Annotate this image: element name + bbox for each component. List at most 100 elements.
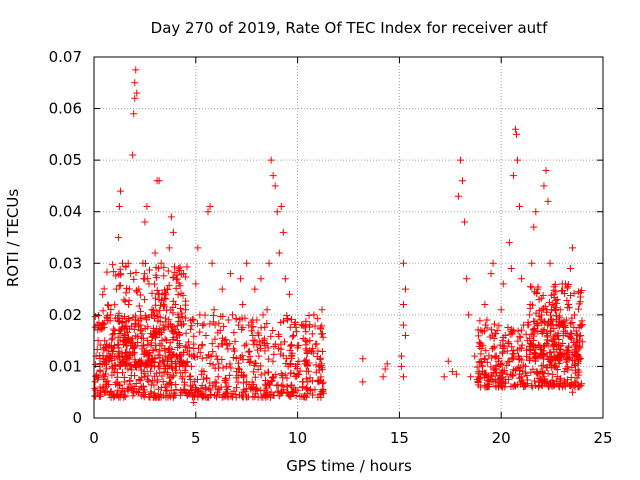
data-point [306,337,314,345]
data-point [112,285,120,293]
data-point [137,366,145,374]
data-point [562,316,570,324]
data-point [246,353,254,361]
data-point [507,264,515,272]
data-point [224,345,232,353]
data-point [538,368,546,376]
y-tick-label: 0 [72,409,82,427]
data-point [146,266,154,274]
data-point [226,340,234,348]
data-point [241,342,249,350]
data-point [130,389,138,397]
data-point [161,335,169,343]
data-point [554,342,562,350]
data-point [461,218,469,226]
data-point [148,306,156,314]
data-point [304,378,312,386]
data-point [311,322,319,330]
data-point [514,327,522,335]
y-tick-label: 0.07 [49,48,82,66]
data-point [219,312,227,320]
data-point [383,360,391,368]
data-point [100,320,108,328]
data-point [317,388,325,396]
data-point [487,270,495,278]
data-point [309,345,317,353]
data-point [478,328,486,336]
data-point [178,313,186,321]
data-point [482,321,490,329]
data-point [546,259,554,267]
data-point [539,347,547,355]
data-point [308,330,316,338]
data-point [133,89,141,97]
data-point [110,268,118,276]
data-point [96,341,104,349]
data-point [476,317,484,325]
data-point [574,288,582,296]
data-point [515,363,523,371]
data-point [575,357,583,365]
data-point [281,371,289,379]
data-point [492,361,500,369]
data-point [318,360,326,368]
data-point [483,374,491,382]
data-point [178,321,186,329]
data-point [175,317,183,325]
data-point [471,352,479,360]
data-point [157,326,165,334]
data-point [269,172,277,180]
data-point [267,156,275,164]
data-point [144,275,152,283]
data-point [568,319,576,327]
data-point [240,379,248,387]
data-point [275,344,283,352]
data-point [102,378,110,386]
data-point [144,323,152,331]
data-point [243,259,251,267]
data-point [538,330,546,338]
data-point [518,326,526,334]
chart-title: Day 270 of 2019, Rate Of TEC Index for r… [151,19,548,37]
data-point [520,321,528,329]
data-point [277,370,285,378]
data-point [115,326,123,334]
data-point [171,301,179,309]
data-point [208,340,216,348]
data-point [509,372,517,380]
data-point [104,301,112,309]
data-point [111,362,119,370]
data-point [292,362,300,370]
data-point [141,373,149,381]
data-point [134,333,142,341]
data-point [191,378,199,386]
data-point [566,264,574,272]
data-point [226,360,234,368]
data-point [179,361,187,369]
data-point [540,326,548,334]
data-point [161,352,169,360]
data-point [254,366,262,374]
data-point [190,316,198,324]
data-point [218,393,226,401]
data-point [169,393,177,401]
data-point [168,381,176,389]
data-point [554,331,562,339]
data-point [185,390,193,398]
data-point [215,360,223,368]
data-point [481,355,489,363]
x-tick-labels: 0 5 10 15 20 25 [89,429,612,447]
data-point [140,270,148,278]
data-point [111,301,119,309]
data-point [151,372,159,380]
data-point [96,368,104,376]
data-point [474,332,482,340]
data-point [277,203,285,211]
data-point [512,367,520,375]
data-point [454,192,462,200]
data-point [287,382,295,390]
data-point [552,288,560,296]
data-point [116,353,124,361]
data-point [206,360,214,368]
